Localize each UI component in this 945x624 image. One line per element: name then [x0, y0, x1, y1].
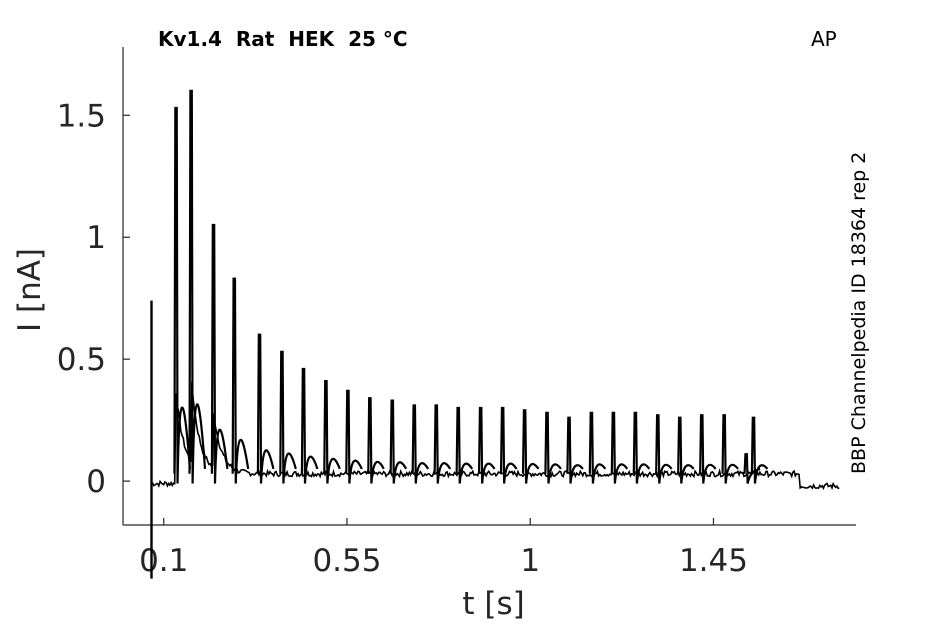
- spike-peak: [477, 406, 496, 484]
- spike-peak: [300, 367, 319, 484]
- x-ticks: 0.1 0.55 1 1.45: [139, 518, 748, 579]
- spike-peak: [231, 277, 250, 484]
- spike-peak: [389, 399, 408, 484]
- spike-peak: [588, 411, 607, 484]
- chart-title: Kv1.4 Rat HEK 25 °C: [158, 27, 408, 51]
- spike-peak: [188, 89, 207, 484]
- axes: 0.1 0.55 1 1.45 0 0.5 1 1.5: [57, 47, 856, 579]
- spike-peak: [610, 411, 629, 484]
- current-trace: [151, 381, 840, 491]
- spike-peak: [256, 333, 275, 484]
- spike-peak: [455, 406, 474, 484]
- y-axis-label: I [nA]: [12, 248, 48, 332]
- y-tick-label: 0: [86, 464, 106, 500]
- spike-peak: [173, 106, 192, 484]
- x-tick-label: 0.55: [312, 543, 381, 579]
- spike-peak: [721, 414, 739, 484]
- y-tick-label: 1.5: [57, 98, 106, 134]
- spike-peak: [323, 380, 341, 484]
- spike-peak: [677, 416, 695, 484]
- spike-peak: [433, 404, 452, 484]
- spike-peak: [632, 411, 651, 484]
- spike-peak: [345, 389, 363, 484]
- spike-peak: [367, 397, 385, 484]
- plot-area: [150, 89, 840, 579]
- spike-peak: [499, 406, 518, 484]
- spike-peak: [279, 350, 297, 484]
- spike-peak: [544, 411, 562, 484]
- spike-peak: [655, 414, 673, 484]
- spike-peak: [521, 409, 540, 484]
- spike-peak: [210, 223, 229, 484]
- spike-peak: [750, 416, 769, 484]
- y-ticks: 0 0.5 1 1.5: [57, 98, 130, 500]
- x-tick-label: 0.1: [139, 543, 188, 579]
- x-tick-label: 1.45: [679, 543, 748, 579]
- x-tick-label: 1: [520, 543, 540, 579]
- spike-peak: [411, 404, 430, 484]
- spike-peak: [699, 414, 717, 484]
- x-axis-label: t [s]: [462, 586, 524, 622]
- spike-peak: [566, 416, 584, 484]
- y-tick-label: 1: [86, 220, 106, 256]
- protocol-label: AP: [811, 27, 837, 51]
- y-tick-label: 0.5: [57, 342, 106, 378]
